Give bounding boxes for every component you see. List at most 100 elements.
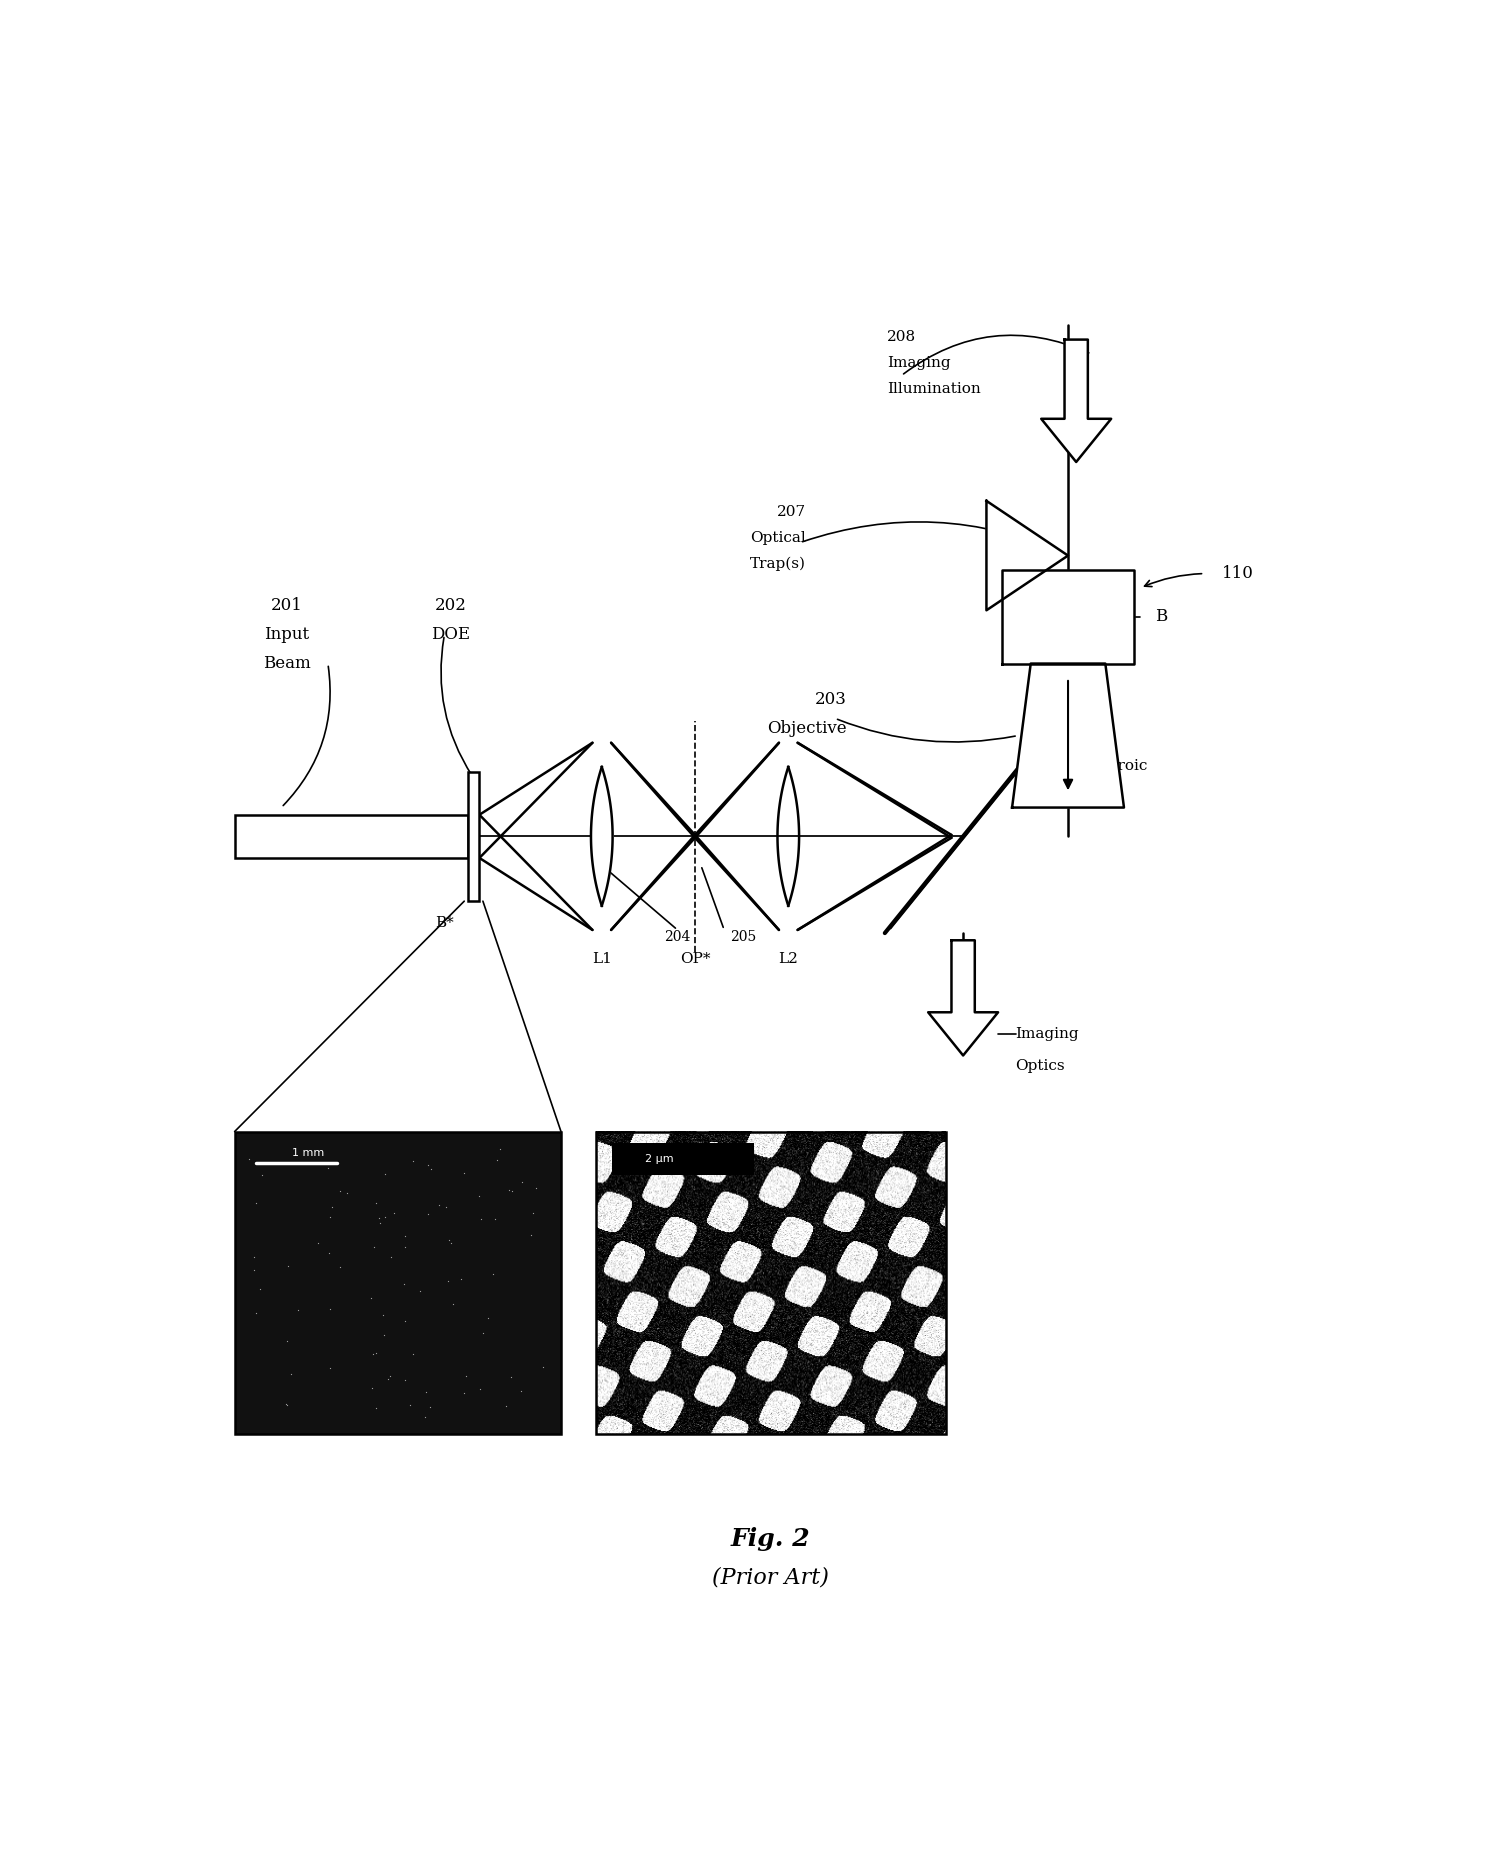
Polygon shape	[928, 941, 999, 1055]
Polygon shape	[1012, 664, 1123, 808]
Point	[319, 1202, 343, 1232]
Bar	[468, 772, 480, 901]
Point	[296, 1139, 320, 1169]
Point	[244, 1187, 268, 1217]
Text: 1 mm: 1 mm	[292, 1148, 325, 1158]
Text: Input: Input	[265, 626, 310, 643]
Text: OP*: OP*	[680, 952, 710, 965]
Point	[393, 1221, 417, 1251]
Point	[275, 1251, 299, 1281]
Point	[439, 1229, 463, 1259]
Text: 205: 205	[729, 929, 757, 944]
Text: 204: 204	[665, 929, 690, 944]
Point	[454, 1361, 478, 1391]
Point	[373, 1202, 397, 1232]
Bar	[251, 1139, 397, 1165]
Text: Trap(s): Trap(s)	[750, 557, 806, 572]
Point	[364, 1187, 388, 1217]
Point	[359, 1283, 384, 1313]
Point	[393, 1365, 417, 1395]
Text: DOE: DOE	[430, 626, 469, 643]
Point	[242, 1255, 266, 1285]
Text: Fig. 2: Fig. 2	[731, 1528, 811, 1550]
Polygon shape	[1041, 340, 1111, 462]
Point	[371, 1320, 396, 1350]
Text: Beam: Beam	[263, 654, 311, 671]
Point	[508, 1376, 532, 1406]
Point	[436, 1266, 460, 1296]
Text: 206: 206	[1083, 726, 1111, 739]
Text: L1: L1	[593, 952, 612, 965]
Point	[417, 1199, 441, 1229]
Point	[438, 1225, 462, 1255]
Point	[242, 1242, 266, 1272]
Point	[274, 1389, 298, 1419]
Point	[317, 1238, 341, 1268]
Point	[402, 1339, 426, 1369]
Text: Optical: Optical	[750, 531, 806, 546]
Point	[418, 1391, 442, 1421]
Point	[453, 1378, 477, 1408]
Point	[335, 1178, 359, 1208]
Point	[376, 1365, 400, 1395]
Point	[275, 1326, 299, 1356]
Point	[483, 1204, 507, 1234]
Bar	[235, 815, 468, 858]
Point	[364, 1339, 388, 1369]
Text: 208: 208	[887, 329, 916, 344]
Text: 201: 201	[271, 598, 302, 615]
Point	[468, 1374, 492, 1404]
Point	[414, 1402, 438, 1432]
Point	[328, 1253, 352, 1283]
Text: Dichroic: Dichroic	[1083, 759, 1148, 772]
Point	[367, 1202, 391, 1232]
Point	[302, 1148, 326, 1178]
Point	[450, 1264, 474, 1294]
Point	[371, 1300, 396, 1330]
Point	[427, 1189, 451, 1219]
Point	[481, 1260, 505, 1290]
Polygon shape	[987, 501, 1068, 610]
Text: Optics: Optics	[1015, 1058, 1065, 1073]
Point	[317, 1354, 341, 1384]
Point	[399, 1389, 423, 1419]
Point	[499, 1361, 523, 1391]
Point	[305, 1229, 329, 1259]
Point	[441, 1288, 465, 1318]
Text: Objective: Objective	[767, 720, 847, 737]
Point	[382, 1199, 406, 1229]
Point	[493, 1391, 517, 1421]
Point	[248, 1273, 272, 1303]
Point	[400, 1146, 424, 1176]
Point	[519, 1219, 543, 1249]
Point	[359, 1373, 384, 1402]
Text: Imaging: Imaging	[887, 355, 951, 370]
Point	[420, 1154, 444, 1184]
Point	[471, 1318, 495, 1348]
Point	[523, 1172, 547, 1202]
Point	[393, 1305, 417, 1335]
Point	[319, 1193, 343, 1223]
Text: Imaging: Imaging	[1015, 1027, 1080, 1042]
Point	[489, 1133, 513, 1163]
Bar	[235, 1131, 561, 1434]
Point	[499, 1176, 523, 1206]
Text: 203: 203	[815, 692, 847, 709]
Text: B*: B*	[435, 916, 454, 929]
Point	[469, 1204, 493, 1234]
Text: 207: 207	[776, 505, 806, 520]
Point	[250, 1161, 274, 1191]
Point	[245, 1298, 269, 1328]
Point	[417, 1150, 441, 1180]
Point	[520, 1199, 544, 1229]
Point	[286, 1296, 310, 1326]
Point	[468, 1180, 492, 1210]
Polygon shape	[1002, 570, 1134, 664]
Point	[379, 1361, 403, 1391]
Text: (Prior Art): (Prior Art)	[713, 1567, 829, 1590]
Text: B: B	[1155, 608, 1167, 625]
Text: L2: L2	[779, 952, 799, 965]
Point	[364, 1393, 388, 1423]
Point	[496, 1174, 520, 1204]
Point	[317, 1294, 341, 1324]
